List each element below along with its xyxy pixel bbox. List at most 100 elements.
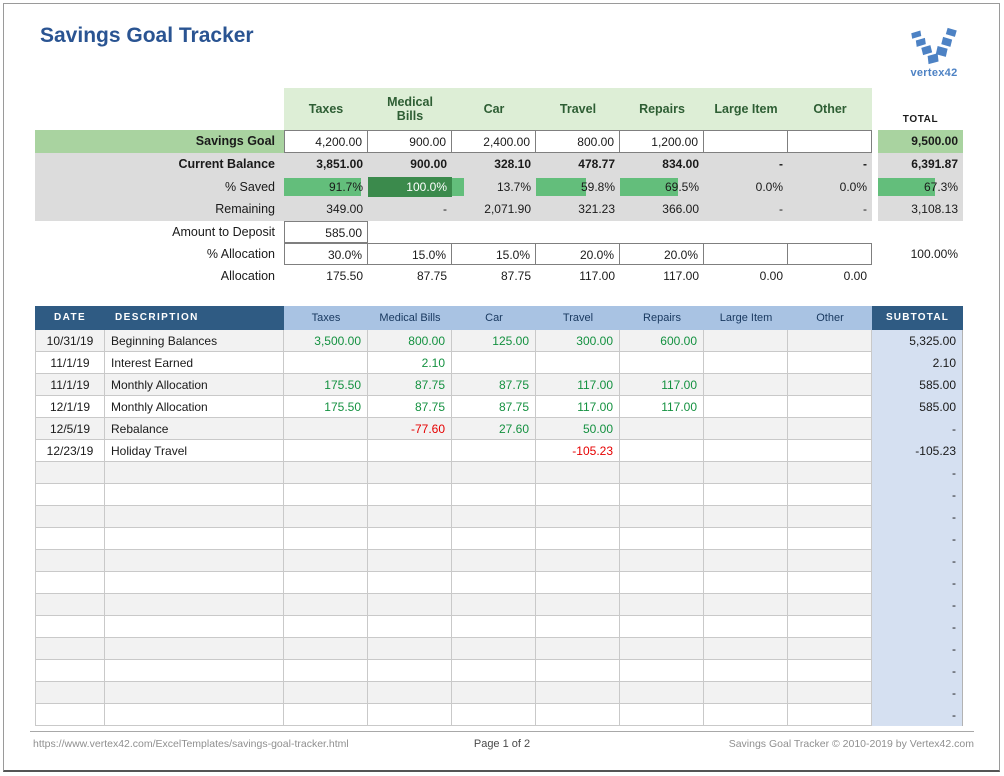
ledger-value-cell[interactable] (788, 550, 872, 572)
ledger-value-cell[interactable] (788, 594, 872, 616)
ledger-value-cell[interactable] (536, 352, 620, 374)
ledger-value-cell[interactable] (788, 660, 872, 682)
ledger-value-cell[interactable] (452, 638, 536, 660)
ledger-value-cell[interactable]: 50.00 (536, 418, 620, 440)
ledger-date-cell[interactable] (35, 550, 105, 572)
ledger-description-cell[interactable] (105, 484, 284, 506)
pct-allocation-cell[interactable]: 30.0% (284, 243, 368, 265)
ledger-date-cell[interactable] (35, 704, 105, 726)
ledger-date-cell[interactable] (35, 682, 105, 704)
ledger-description-cell[interactable]: Holiday Travel (105, 440, 284, 462)
ledger-value-cell[interactable] (284, 352, 368, 374)
ledger-value-cell[interactable] (788, 330, 872, 352)
ledger-value-cell[interactable] (536, 528, 620, 550)
ledger-value-cell[interactable] (788, 682, 872, 704)
ledger-date-cell[interactable] (35, 572, 105, 594)
ledger-value-cell[interactable] (620, 682, 704, 704)
pct-allocation-cell[interactable]: 15.0% (368, 243, 452, 265)
ledger-description-cell[interactable]: Rebalance (105, 418, 284, 440)
ledger-value-cell[interactable] (788, 352, 872, 374)
ledger-value-cell[interactable] (788, 374, 872, 396)
savings-goal-cell[interactable]: 800.00 (536, 130, 620, 153)
ledger-value-cell[interactable] (620, 704, 704, 726)
ledger-value-cell[interactable] (536, 704, 620, 726)
ledger-value-cell[interactable]: 87.75 (368, 374, 452, 396)
ledger-value-cell[interactable]: 117.00 (536, 374, 620, 396)
ledger-value-cell[interactable] (704, 330, 788, 352)
ledger-value-cell[interactable] (368, 638, 452, 660)
ledger-value-cell[interactable] (620, 638, 704, 660)
ledger-value-cell[interactable] (368, 484, 452, 506)
ledger-value-cell[interactable] (704, 550, 788, 572)
ledger-value-cell[interactable] (284, 550, 368, 572)
ledger-value-cell[interactable] (788, 484, 872, 506)
ledger-date-cell[interactable]: 12/23/19 (35, 440, 105, 462)
pct-allocation-cell[interactable] (788, 243, 872, 265)
ledger-value-cell[interactable]: 87.75 (452, 396, 536, 418)
ledger-date-cell[interactable] (35, 462, 105, 484)
ledger-date-cell[interactable]: 11/1/19 (35, 374, 105, 396)
ledger-value-cell[interactable]: 125.00 (452, 330, 536, 352)
ledger-value-cell[interactable]: 3,500.00 (284, 330, 368, 352)
ledger-description-cell[interactable] (105, 594, 284, 616)
pct-allocation-cell[interactable]: 20.0% (620, 243, 704, 265)
ledger-value-cell[interactable] (284, 638, 368, 660)
ledger-value-cell[interactable] (368, 528, 452, 550)
ledger-value-cell[interactable] (704, 682, 788, 704)
ledger-value-cell[interactable] (452, 352, 536, 374)
ledger-description-cell[interactable] (105, 704, 284, 726)
ledger-value-cell[interactable] (284, 462, 368, 484)
ledger-value-cell[interactable] (704, 638, 788, 660)
savings-goal-cell[interactable]: 2,400.00 (452, 130, 536, 153)
ledger-description-cell[interactable] (105, 638, 284, 660)
ledger-value-cell[interactable]: 800.00 (368, 330, 452, 352)
ledger-value-cell[interactable] (788, 638, 872, 660)
ledger-description-cell[interactable] (105, 572, 284, 594)
ledger-value-cell[interactable] (620, 484, 704, 506)
ledger-value-cell[interactable] (368, 440, 452, 462)
ledger-value-cell[interactable] (620, 616, 704, 638)
ledger-value-cell[interactable] (536, 660, 620, 682)
ledger-value-cell[interactable] (452, 572, 536, 594)
ledger-value-cell[interactable] (704, 418, 788, 440)
ledger-value-cell[interactable] (788, 462, 872, 484)
ledger-value-cell[interactable] (704, 462, 788, 484)
ledger-value-cell[interactable] (536, 484, 620, 506)
ledger-value-cell[interactable] (452, 528, 536, 550)
ledger-value-cell[interactable] (788, 572, 872, 594)
ledger-value-cell[interactable] (620, 418, 704, 440)
ledger-value-cell[interactable] (704, 396, 788, 418)
ledger-value-cell[interactable] (368, 616, 452, 638)
ledger-value-cell[interactable] (620, 462, 704, 484)
ledger-value-cell[interactable] (620, 440, 704, 462)
ledger-value-cell[interactable] (284, 594, 368, 616)
amount-to-deposit-cell[interactable]: 585.00 (284, 221, 368, 243)
ledger-value-cell[interactable] (284, 572, 368, 594)
ledger-value-cell[interactable] (704, 660, 788, 682)
ledger-value-cell[interactable] (536, 682, 620, 704)
ledger-value-cell[interactable] (620, 594, 704, 616)
ledger-date-cell[interactable] (35, 528, 105, 550)
ledger-date-cell[interactable] (35, 506, 105, 528)
ledger-value-cell[interactable] (452, 506, 536, 528)
ledger-value-cell[interactable]: 300.00 (536, 330, 620, 352)
ledger-description-cell[interactable] (105, 506, 284, 528)
ledger-value-cell[interactable]: 87.75 (452, 374, 536, 396)
ledger-value-cell[interactable] (368, 506, 452, 528)
ledger-date-cell[interactable] (35, 638, 105, 660)
ledger-value-cell[interactable]: 117.00 (620, 374, 704, 396)
ledger-description-cell[interactable]: Beginning Balances (105, 330, 284, 352)
ledger-description-cell[interactable]: Monthly Allocation (105, 396, 284, 418)
ledger-date-cell[interactable] (35, 484, 105, 506)
ledger-description-cell[interactable] (105, 528, 284, 550)
ledger-value-cell[interactable] (704, 484, 788, 506)
ledger-value-cell[interactable] (788, 616, 872, 638)
ledger-value-cell[interactable] (788, 704, 872, 726)
ledger-value-cell[interactable] (704, 440, 788, 462)
ledger-value-cell[interactable] (284, 418, 368, 440)
ledger-value-cell[interactable]: 600.00 (620, 330, 704, 352)
ledger-value-cell[interactable] (536, 594, 620, 616)
pct-allocation-cell[interactable] (704, 243, 788, 265)
ledger-value-cell[interactable] (620, 572, 704, 594)
ledger-value-cell[interactable] (788, 418, 872, 440)
